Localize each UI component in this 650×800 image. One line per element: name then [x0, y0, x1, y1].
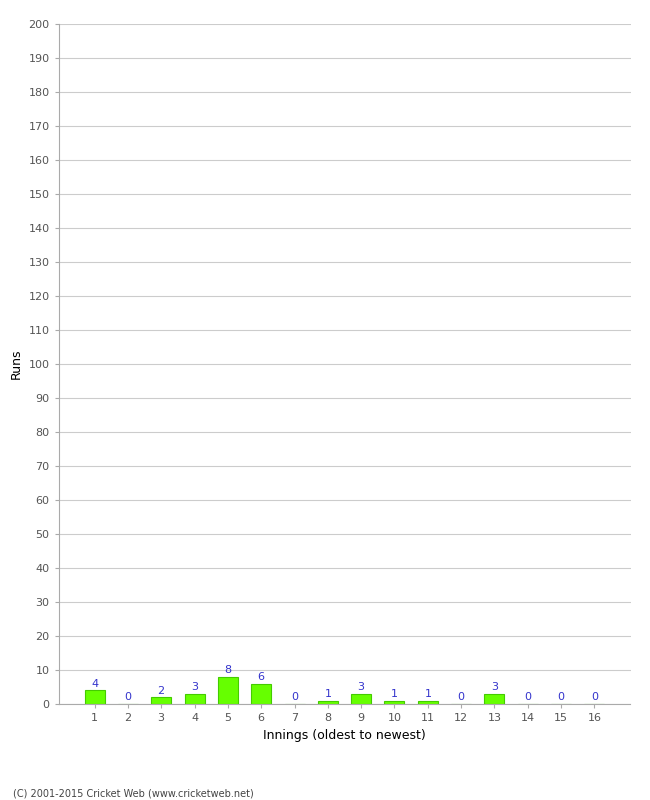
Text: 6: 6 — [257, 672, 265, 682]
Text: 0: 0 — [591, 692, 598, 702]
Text: 2: 2 — [157, 686, 164, 695]
Bar — [218, 677, 238, 704]
Bar — [484, 694, 504, 704]
Text: 0: 0 — [525, 692, 531, 702]
Text: 1: 1 — [391, 689, 398, 699]
Bar — [351, 694, 371, 704]
Text: 3: 3 — [358, 682, 365, 692]
Bar — [251, 683, 271, 704]
Text: 8: 8 — [224, 665, 231, 675]
Bar — [185, 694, 205, 704]
Text: 0: 0 — [291, 692, 298, 702]
Bar — [84, 690, 105, 704]
Bar — [418, 701, 438, 704]
Text: 3: 3 — [191, 682, 198, 692]
X-axis label: Innings (oldest to newest): Innings (oldest to newest) — [263, 729, 426, 742]
Bar — [318, 701, 338, 704]
Text: 3: 3 — [491, 682, 498, 692]
Y-axis label: Runs: Runs — [10, 349, 23, 379]
Text: 0: 0 — [124, 692, 131, 702]
Text: 1: 1 — [324, 689, 332, 699]
Text: 1: 1 — [424, 689, 432, 699]
Text: (C) 2001-2015 Cricket Web (www.cricketweb.net): (C) 2001-2015 Cricket Web (www.cricketwe… — [13, 788, 254, 798]
Text: 0: 0 — [558, 692, 565, 702]
Bar — [385, 701, 404, 704]
Bar — [151, 697, 171, 704]
Text: 0: 0 — [458, 692, 465, 702]
Text: 4: 4 — [91, 678, 98, 689]
